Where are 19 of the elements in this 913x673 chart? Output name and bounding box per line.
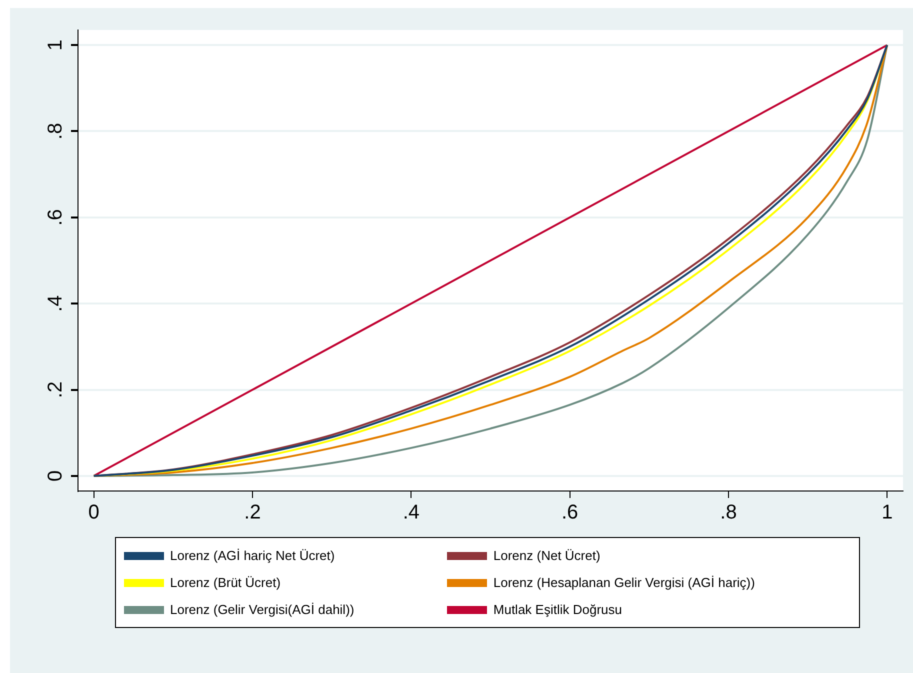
x-tick-label: .6: [561, 502, 578, 524]
legend-label: Lorenz (Hesaplanan Gelir Vergisi (AGİ hariç)): [493, 575, 755, 590]
y-tick-label: 1: [44, 40, 67, 51]
y-tick-label: 0: [44, 470, 67, 482]
legend-label: Lorenz (Gelir Vergisi(AGİ dahil)): [170, 602, 354, 617]
legend-label: Lorenz (Net Ücret): [493, 548, 600, 563]
legend-label: Mutlak Eşitlik Doğrusu: [493, 602, 622, 617]
legend-label: Lorenz (Brüt Ücret): [170, 575, 281, 590]
y-tick-label: .6: [44, 209, 67, 226]
x-tick-label: .2: [244, 502, 261, 524]
y-tick-label: .2: [44, 381, 67, 398]
x-tick-label: 1: [882, 502, 893, 524]
y-tick-label: .4: [44, 295, 67, 312]
legend-label: Lorenz (AGİ hariç Net Ücret): [170, 548, 335, 563]
y-tick-label: .8: [44, 122, 67, 140]
x-tick-label: .4: [402, 502, 420, 524]
x-tick-label: .8: [720, 502, 737, 524]
line-series: [92, 44, 888, 477]
x-tick-label: 0: [88, 502, 100, 524]
